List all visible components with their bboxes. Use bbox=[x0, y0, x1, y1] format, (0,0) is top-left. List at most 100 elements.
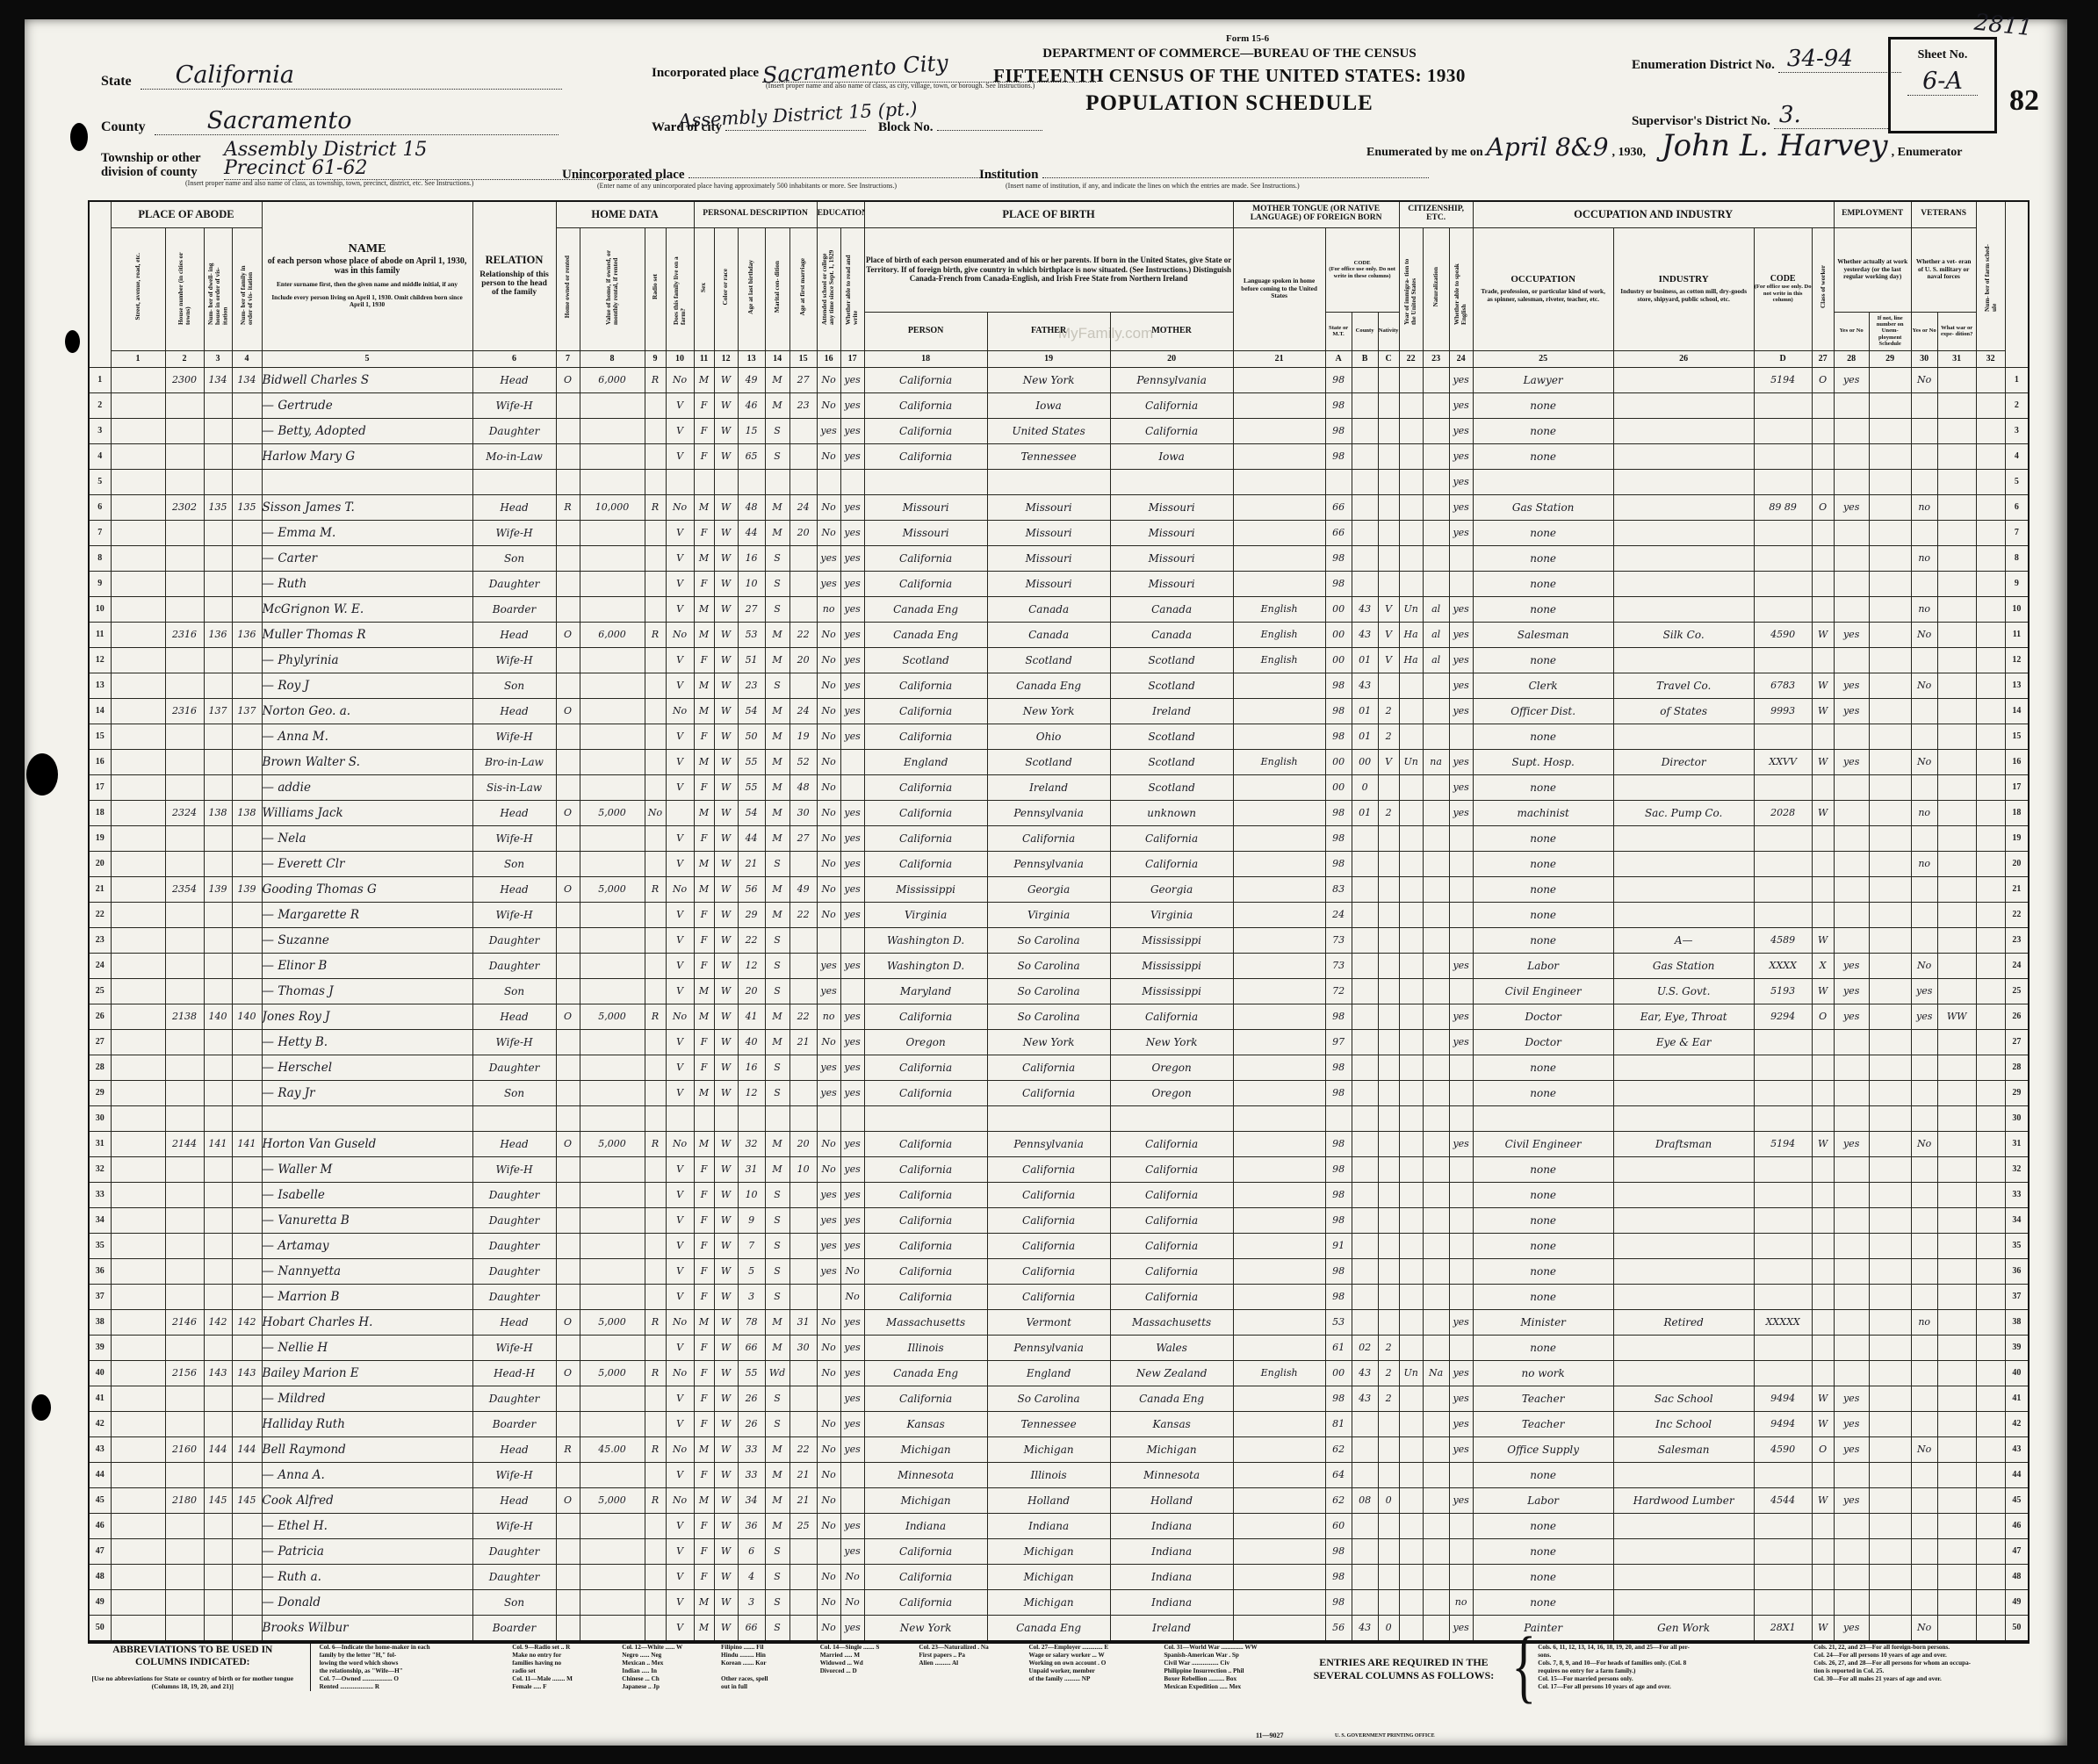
cell: W bbox=[713, 392, 739, 419]
cell bbox=[1833, 850, 1870, 877]
cell bbox=[1232, 1385, 1326, 1412]
cell bbox=[1833, 799, 1870, 826]
column-number: 19 bbox=[986, 349, 1111, 368]
cell bbox=[555, 1232, 580, 1259]
cell bbox=[1811, 774, 1835, 801]
cell: 98 bbox=[1324, 850, 1352, 877]
cell: No bbox=[816, 774, 841, 801]
cell: 29 bbox=[737, 901, 766, 928]
cell: Head bbox=[472, 1308, 557, 1336]
cell: No bbox=[816, 1334, 841, 1361]
cell: Oregon bbox=[1109, 1054, 1234, 1081]
cell: V bbox=[665, 901, 695, 928]
cell bbox=[110, 1003, 166, 1030]
cell bbox=[231, 1334, 263, 1361]
cell: W bbox=[713, 1028, 739, 1055]
line-number: 22 bbox=[88, 901, 112, 928]
cell bbox=[1833, 1206, 1870, 1234]
line-number: 5 bbox=[2004, 468, 2030, 495]
cell: XXXX bbox=[1753, 952, 1813, 979]
column-number: 31 bbox=[1936, 349, 1977, 368]
cell bbox=[1833, 1181, 1870, 1208]
cell: yes bbox=[1833, 952, 1870, 979]
cell: WW bbox=[1936, 1003, 1977, 1030]
cell: Scotland bbox=[1109, 748, 1234, 775]
cell: O bbox=[555, 1003, 580, 1030]
cell: W bbox=[1811, 1614, 1835, 1642]
cell bbox=[1232, 1105, 1326, 1132]
cell bbox=[203, 1588, 233, 1616]
cell: Scotland bbox=[1109, 672, 1234, 699]
cell bbox=[110, 672, 166, 699]
line-number: 47 bbox=[88, 1537, 112, 1565]
cell bbox=[1377, 1105, 1400, 1132]
cell: No bbox=[665, 1436, 695, 1463]
cell: yes bbox=[840, 1181, 865, 1208]
cell: No bbox=[816, 1359, 841, 1386]
line-number: 44 bbox=[88, 1461, 112, 1488]
column-number: 14 bbox=[764, 349, 790, 368]
cell: No bbox=[665, 1003, 695, 1030]
cell bbox=[1753, 850, 1813, 877]
cell: Gen Work bbox=[1612, 1614, 1755, 1642]
cell bbox=[1936, 926, 1977, 954]
cell: F bbox=[693, 901, 715, 928]
cell: Ear, Eye, Throat bbox=[1612, 1003, 1755, 1030]
line-number: 4 bbox=[88, 443, 112, 470]
birth-sub-header: MOTHER bbox=[1109, 311, 1234, 351]
cell bbox=[203, 443, 233, 470]
county-field: County Sacramento bbox=[101, 107, 628, 135]
cell: Missouri bbox=[1109, 570, 1234, 597]
cell: 4590 bbox=[1753, 1436, 1813, 1463]
line-number: 49 bbox=[2004, 1588, 2030, 1616]
cell: W bbox=[713, 977, 739, 1004]
cell: Virginia bbox=[863, 901, 988, 928]
cell: 5,000 bbox=[579, 1308, 645, 1336]
cell bbox=[579, 952, 645, 979]
cell: Supt. Hosp. bbox=[1472, 748, 1614, 775]
cell: M bbox=[693, 1436, 715, 1463]
cell: No bbox=[816, 1461, 841, 1488]
cell: V bbox=[665, 1028, 695, 1055]
cell: yes bbox=[1448, 1308, 1474, 1336]
line-number: 43 bbox=[2004, 1436, 2030, 1463]
line-number: 45 bbox=[2004, 1487, 2030, 1514]
cell bbox=[1975, 1105, 2006, 1132]
cell: 98 bbox=[1324, 1130, 1352, 1157]
cell bbox=[789, 1588, 818, 1616]
cell bbox=[863, 468, 988, 495]
cell: W bbox=[713, 1054, 739, 1081]
cell: 3 bbox=[737, 1588, 766, 1616]
cell: yes bbox=[1833, 672, 1870, 699]
cell: 66 bbox=[1324, 519, 1352, 546]
incorporated-place-field: Incorporated place Sacramento City (Inse… bbox=[652, 50, 1143, 90]
cell: yes bbox=[1448, 697, 1474, 724]
line-number: 15 bbox=[88, 723, 112, 750]
cell: 9494 bbox=[1753, 1385, 1813, 1412]
cell bbox=[1910, 1206, 1938, 1234]
cell: Hobart Charles H. bbox=[261, 1308, 473, 1336]
cell bbox=[164, 723, 205, 750]
hole-punch bbox=[32, 1394, 51, 1421]
table-row: 31 2144 141 141 Horton Van Guseld Head O 5,000 R… bbox=[88, 1130, 2030, 1157]
cell bbox=[555, 1156, 580, 1183]
cell: 40 bbox=[737, 1028, 766, 1055]
cell bbox=[693, 1105, 715, 1132]
cell: V bbox=[665, 595, 695, 623]
cell bbox=[1422, 417, 1450, 444]
cell bbox=[1422, 1512, 1450, 1539]
col-radio-header: Radio set bbox=[644, 227, 667, 351]
cell: No bbox=[816, 1563, 841, 1590]
cell: 6783 bbox=[1753, 672, 1813, 699]
cell bbox=[110, 1105, 166, 1132]
cell: Massachusetts bbox=[863, 1308, 988, 1336]
cell bbox=[789, 1054, 818, 1081]
cell bbox=[1232, 468, 1326, 495]
group-education: EDUCATION bbox=[816, 200, 865, 228]
state-field: State California bbox=[101, 61, 628, 90]
cell: none bbox=[1472, 1537, 1614, 1565]
cell: Georgia bbox=[1109, 875, 1234, 903]
cell bbox=[1232, 799, 1326, 826]
cell bbox=[644, 1512, 667, 1539]
cell bbox=[579, 748, 645, 775]
